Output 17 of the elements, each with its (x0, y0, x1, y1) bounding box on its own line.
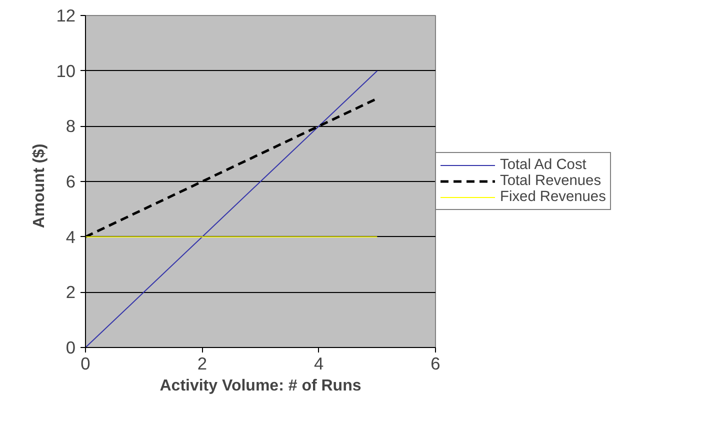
line-series (86, 70, 378, 348)
x-tick-label: 6 (430, 354, 440, 374)
y-tick-label: 0 (66, 338, 76, 358)
y-tick-label: 10 (56, 60, 76, 81)
y-tick-label: 6 (66, 172, 76, 192)
x-tick-label: 0 (80, 354, 90, 374)
x-tick-label: 2 (197, 354, 207, 374)
y-axis-title: Amount ($) (31, 144, 48, 228)
x-tick-label: 4 (314, 354, 324, 374)
y-tick-label: 12 (56, 6, 76, 26)
x-axis-title: Activity Volume: # of Runs (160, 378, 362, 394)
legend-label: Fixed Revenues (500, 189, 606, 205)
y-tick-label: 4 (66, 226, 76, 247)
y-tick-label: 2 (66, 282, 76, 302)
legend-label: Total Ad Cost (500, 157, 586, 173)
y-tick-label: 8 (66, 116, 76, 136)
legend-label: Total Revenues (500, 173, 602, 189)
